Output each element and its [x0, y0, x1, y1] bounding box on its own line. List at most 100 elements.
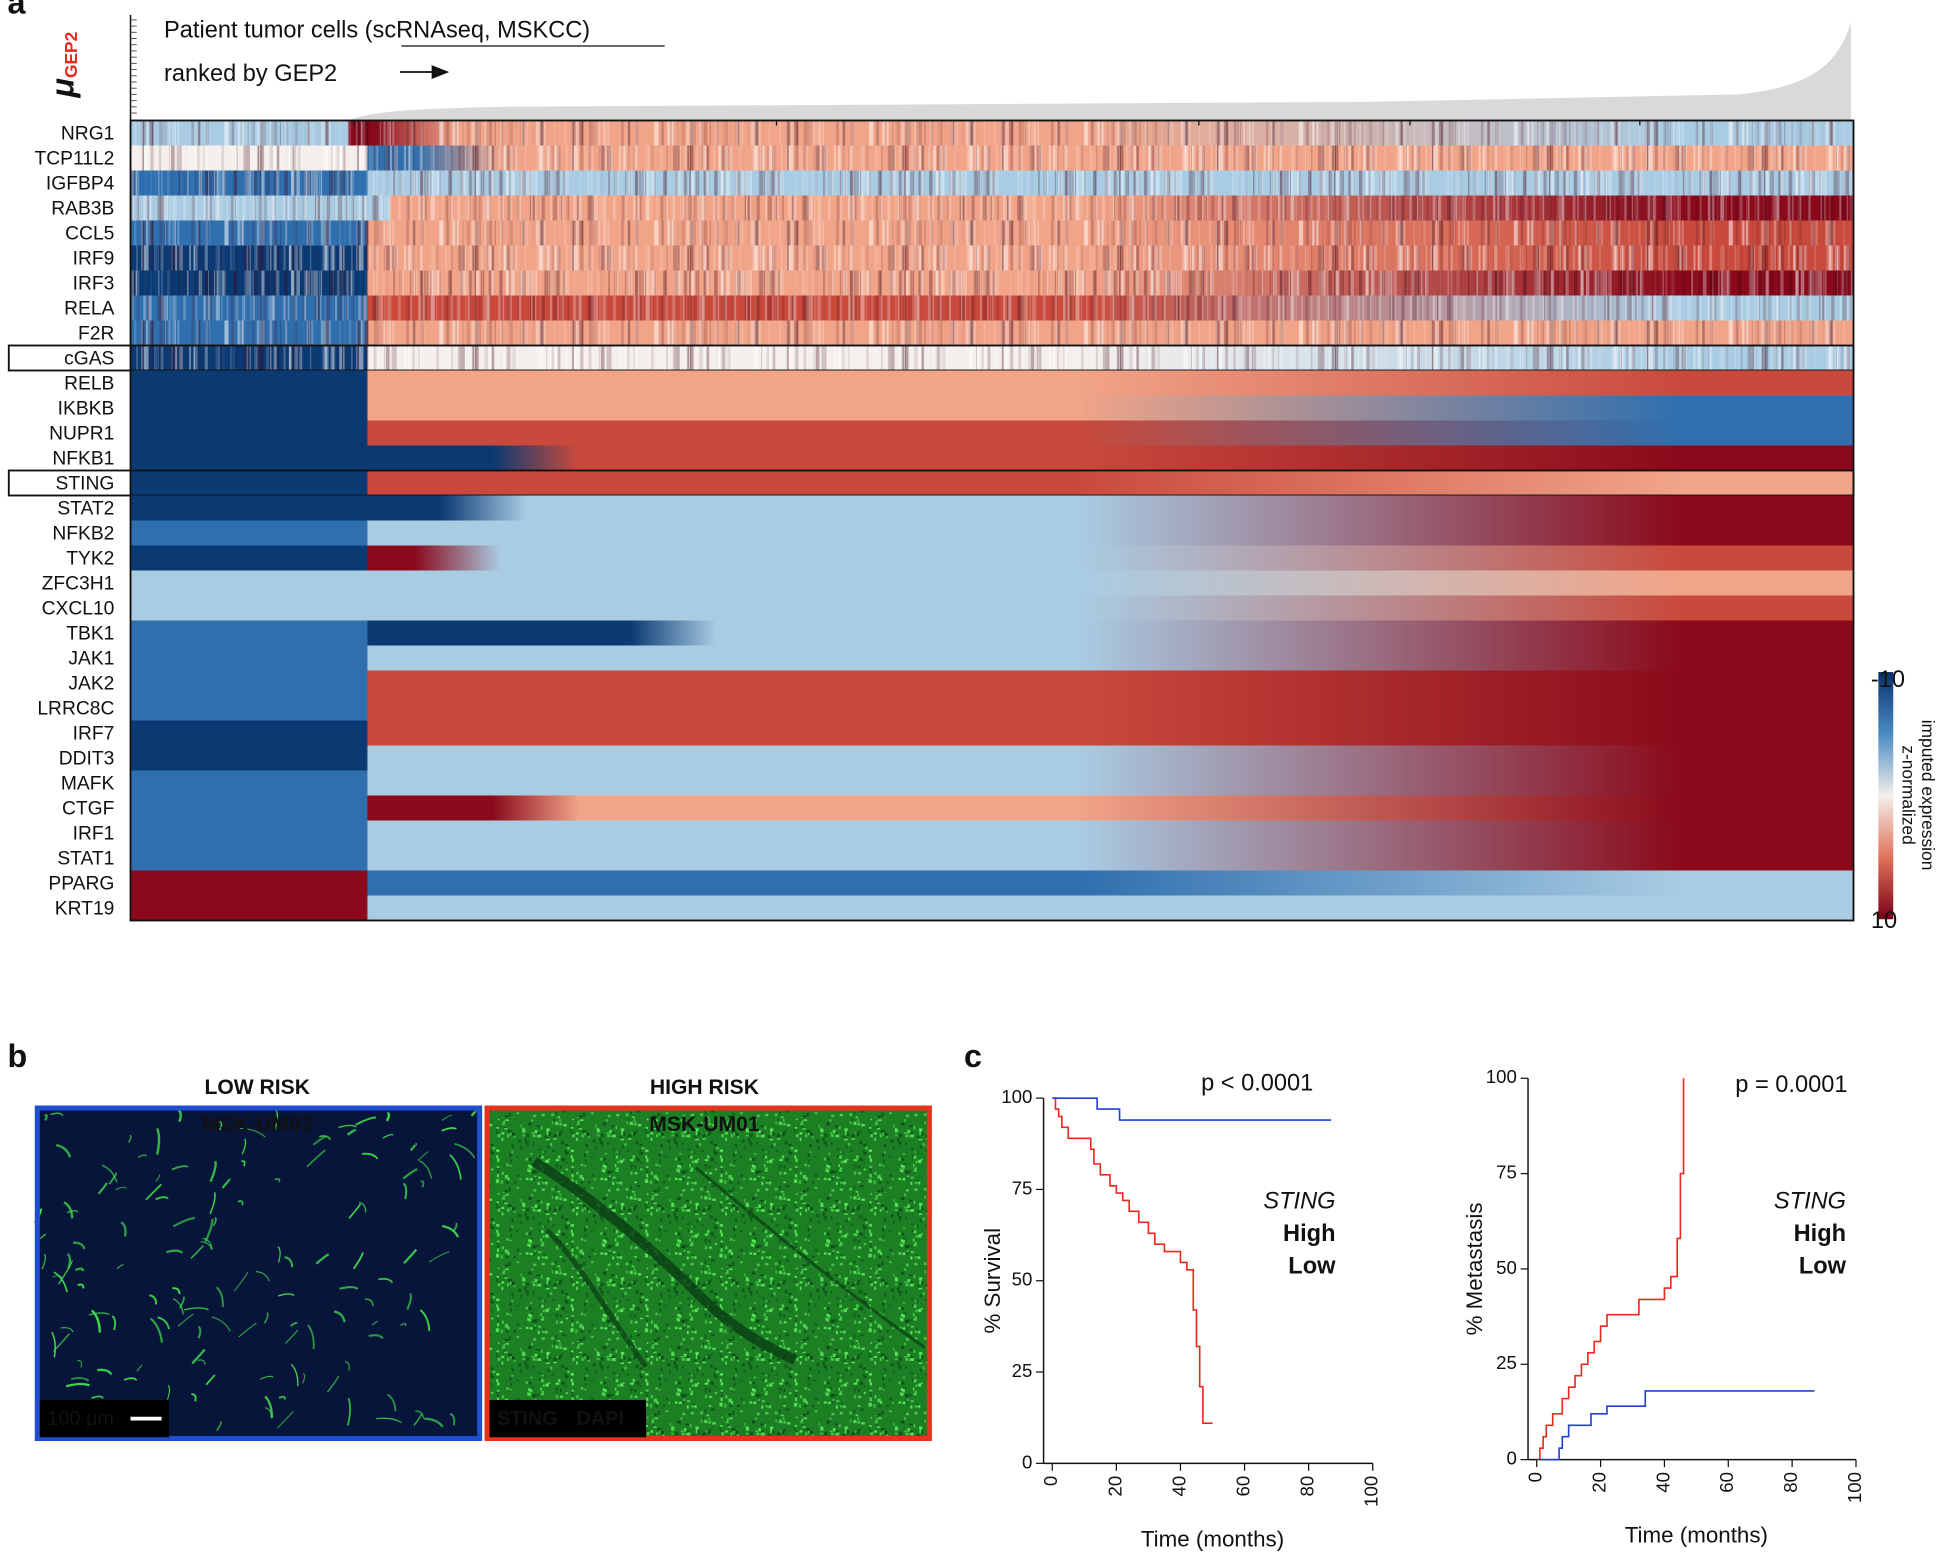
vessel	[65, 1382, 91, 1388]
vessel	[156, 1128, 161, 1155]
heatmap-row	[130, 470, 1854, 496]
km-curve	[1536, 1078, 1685, 1461]
vessel	[306, 1149, 326, 1168]
scale-bar-label: 100 μm	[47, 1408, 114, 1430]
vessel	[115, 1186, 127, 1191]
y-tick-label: 0	[1022, 1451, 1032, 1472]
vessel	[190, 1245, 204, 1260]
vessel	[347, 1397, 351, 1426]
gene-label: CCL5	[65, 223, 114, 244]
vessel	[212, 1217, 217, 1227]
vessel	[120, 1221, 127, 1237]
risk-label: LOW RISK	[204, 1076, 310, 1099]
microscopy-panel: LOW RISK HIGH RISK MSK-UM03 MSK-UM01 100 μm S…	[33, 1076, 932, 1441]
vessel	[441, 1127, 457, 1132]
vessel	[264, 1407, 272, 1419]
colorbar-tick-label: 10	[1871, 908, 1897, 934]
vessel	[52, 1275, 63, 1279]
heatmap-row	[130, 570, 1854, 596]
vessel	[364, 1298, 374, 1307]
channel-label: DAPI	[576, 1408, 623, 1430]
channel-label: STING	[497, 1408, 558, 1430]
vessel	[454, 1143, 476, 1159]
p-value: p < 0.0001	[1201, 1071, 1313, 1097]
vessel	[449, 1413, 456, 1426]
x-axis-label: Time (months)	[1625, 1523, 1768, 1548]
vessel	[202, 1237, 213, 1250]
vessel	[145, 1183, 162, 1201]
gene-label: NFKB1	[52, 448, 114, 469]
panel-letter: a	[8, 0, 27, 21]
gene-label: TBK1	[66, 623, 114, 644]
colorbar: -10 10 z-normalized imputed expression	[1871, 667, 1938, 934]
heatmap-row	[130, 420, 1854, 446]
vessel	[315, 1253, 330, 1265]
vessel	[263, 1312, 269, 1324]
vessel	[41, 1253, 47, 1270]
heatmap-row	[130, 620, 1854, 646]
vessel	[97, 1368, 113, 1376]
x-tick-label: 60	[1232, 1476, 1253, 1497]
gene-label: JAK1	[68, 648, 114, 669]
vessel	[55, 1143, 72, 1158]
vessel	[352, 1252, 364, 1270]
vessel	[197, 1325, 202, 1339]
sample-label: MSK-UM01	[649, 1113, 760, 1136]
x-tick-label: 40	[1652, 1472, 1673, 1493]
vessel	[274, 1178, 281, 1183]
gene-label: TYK2	[66, 548, 114, 569]
vessel	[211, 1316, 231, 1332]
gene-label: STING	[56, 473, 115, 494]
gene-label: IRF3	[73, 273, 115, 294]
gene-label: PPARG	[48, 873, 114, 894]
vessel	[368, 1334, 384, 1340]
vessel	[241, 1160, 246, 1167]
vessel	[166, 1384, 171, 1400]
vessel	[74, 1267, 85, 1272]
gene-label: RELA	[64, 298, 114, 319]
vessel	[183, 1307, 209, 1311]
heatmap-row	[130, 745, 1854, 771]
vessel	[362, 1152, 379, 1160]
gene-label: F2R	[78, 323, 114, 344]
heatmap-row	[130, 895, 1854, 921]
vessel	[290, 1363, 299, 1386]
vessel	[137, 1154, 148, 1159]
vessel	[256, 1271, 270, 1282]
frame-high	[484, 1105, 932, 1441]
vessel	[51, 1331, 56, 1358]
vessel	[358, 1201, 367, 1213]
vessel	[441, 1114, 453, 1121]
gene-label: CTGF	[62, 798, 114, 819]
vessel	[216, 1420, 222, 1432]
vessel	[172, 1287, 181, 1295]
gene-label: KRT19	[55, 898, 115, 919]
vessel	[307, 1324, 315, 1350]
y-tick-label: 100	[1001, 1086, 1032, 1107]
channel-bg	[489, 1399, 647, 1438]
heatmap-row	[130, 720, 1854, 746]
legend-title: STING	[1263, 1189, 1335, 1215]
vessel	[290, 1321, 298, 1327]
vessel	[385, 1112, 391, 1122]
vessel	[238, 1322, 257, 1338]
vessel	[417, 1151, 429, 1161]
vessel	[219, 1120, 223, 1131]
y-tick-label: 75	[1012, 1177, 1033, 1198]
heatmap-row	[130, 395, 1854, 421]
vessel	[386, 1393, 397, 1412]
gene-label: RAB3B	[51, 198, 114, 219]
gene-label: MAFK	[61, 773, 115, 794]
y-axis-label: % Survival	[980, 1228, 1005, 1334]
heatmap-frame	[129, 119, 1855, 922]
colorbar-tick-label: -10	[1871, 667, 1905, 693]
vessel	[172, 1298, 184, 1315]
vessel	[53, 1271, 68, 1293]
panel-letter: b	[8, 1038, 28, 1074]
x-tick-label: 80	[1780, 1472, 1801, 1493]
vessel	[44, 1114, 48, 1121]
legend-entry: High	[1283, 1221, 1335, 1247]
vessel	[419, 1309, 431, 1331]
vessel	[415, 1410, 424, 1419]
